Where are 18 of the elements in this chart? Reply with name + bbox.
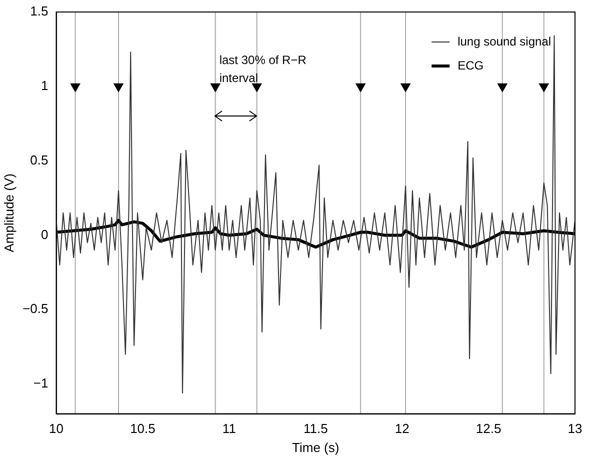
x-axis-title: Time (s) [292,440,340,455]
x-tick-label: 10.5 [130,421,156,436]
y-tick-label: −1 [33,376,48,391]
legend-label: lung sound signal [458,34,551,48]
y-tick-label: −0.5 [22,301,48,316]
x-tick-label: 12 [394,421,410,436]
x-tick-label: 11.5 [303,421,328,436]
y-tick-label: 1 [41,78,48,93]
y-tick-label: 0 [41,226,48,242]
y-tick-label: 0.5 [30,152,48,168]
x-tick-label: 10 [49,421,64,436]
x-tick-label: 13 [568,421,582,436]
legend-label: ECG [458,58,484,72]
x-tick-label: 12.5 [476,421,502,436]
annotation: last 30% of R−R interval [219,53,307,85]
y-axis-title: Amplitude (V) [1,174,16,252]
y-tick-label: 1.5 [30,4,48,19]
x-tick-label: 11 [222,421,236,436]
